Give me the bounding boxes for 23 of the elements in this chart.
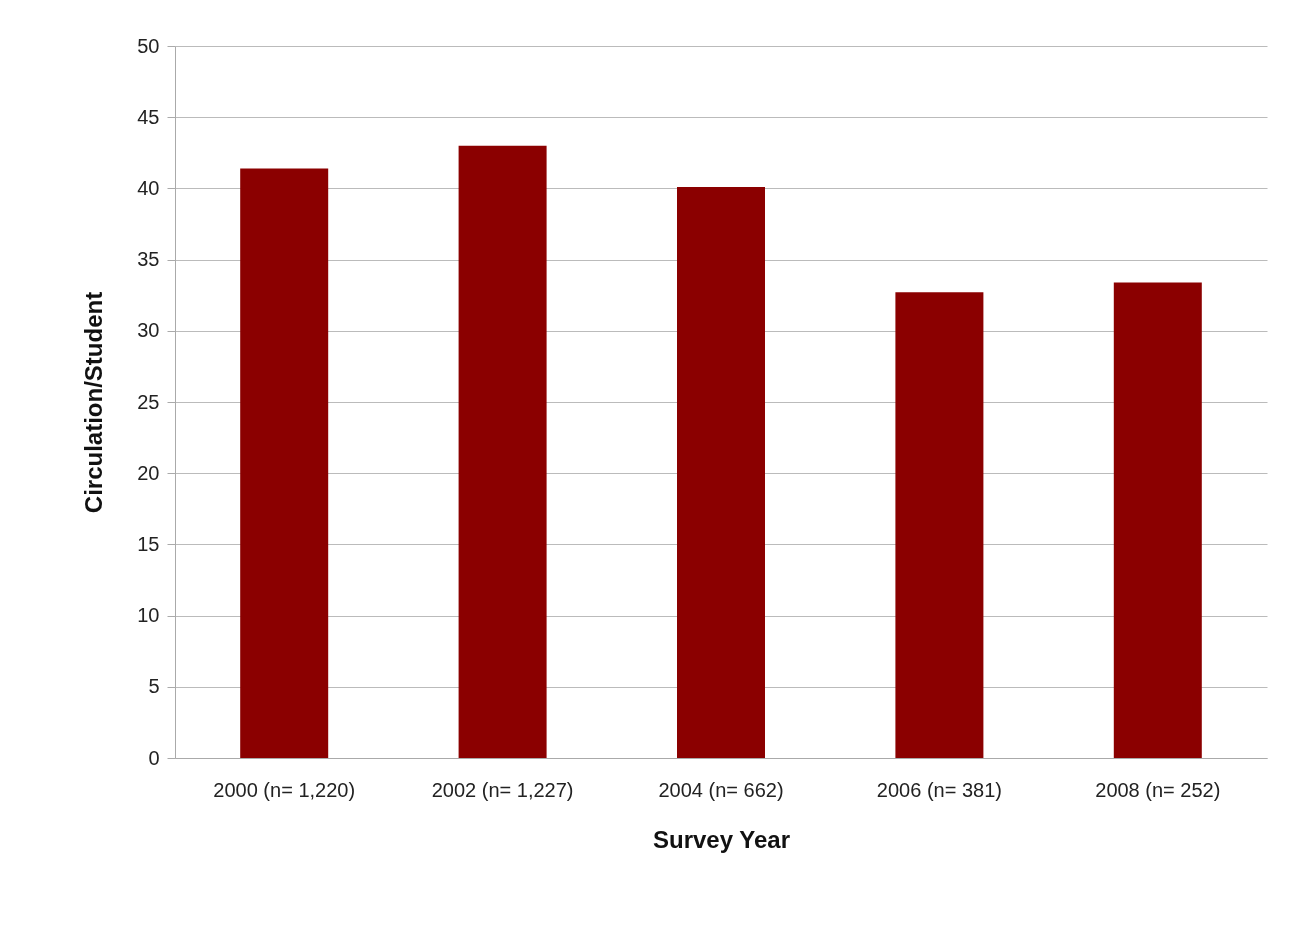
bar	[895, 292, 984, 758]
y-tick-label: 25	[137, 390, 160, 413]
y-tick-label: 40	[137, 176, 160, 199]
bar	[458, 145, 547, 758]
y-tick-label: 45	[137, 105, 160, 128]
y-tick-label: 30	[137, 319, 160, 342]
x-tick-label: 2004 (n= 662)	[658, 778, 784, 801]
x-tick-label: 2006 (n= 381)	[876, 778, 1002, 801]
y-tick-label: 35	[137, 248, 160, 271]
bar	[240, 168, 329, 758]
x-tick-label: 2002 (n= 1,227)	[431, 778, 574, 801]
y-tick-label: 20	[137, 461, 160, 484]
y-tick-label: 0	[148, 746, 160, 769]
bar	[1113, 282, 1202, 758]
y-tick-label: 5	[148, 675, 160, 698]
y-tick-label: 10	[137, 604, 160, 627]
x-tick-label: 2008 (n= 252)	[1095, 778, 1221, 801]
bar	[677, 186, 765, 758]
x-tick-label: 2000 (n= 1,220)	[213, 778, 356, 801]
x-axis-title: Survey Year	[652, 825, 791, 853]
y-axis-title: Circulation/Student	[80, 291, 108, 514]
y-tick-label: 50	[137, 34, 160, 57]
y-tick-label: 15	[137, 532, 160, 555]
